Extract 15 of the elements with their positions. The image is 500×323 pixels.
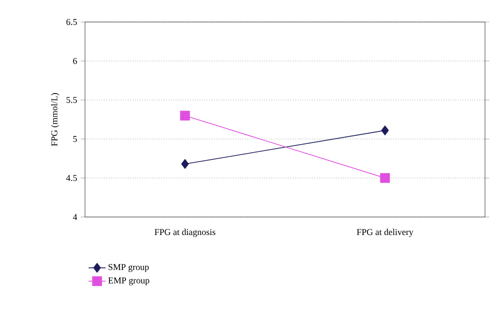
y-tick-label: 4	[72, 214, 78, 220]
y-tick-label: 6.5	[66, 18, 77, 26]
legend-label: SMP group	[108, 264, 149, 272]
point	[180, 110, 190, 120]
legend-label: EMP group	[108, 277, 150, 286]
y-axis-title: FPG (mmol/L)	[51, 93, 60, 146]
point	[181, 159, 189, 169]
y-tick-label: 6	[73, 58, 77, 64]
point	[380, 173, 390, 183]
y-tick-label: 5.5	[66, 96, 77, 103]
y-tick-label: 5	[73, 136, 77, 142]
y-tick-label: 4.5	[66, 174, 77, 182]
point	[381, 126, 389, 136]
x-tick-label: FPG at delivery	[356, 228, 414, 237]
x-tick-label: FPG at diagnosis	[154, 228, 216, 237]
